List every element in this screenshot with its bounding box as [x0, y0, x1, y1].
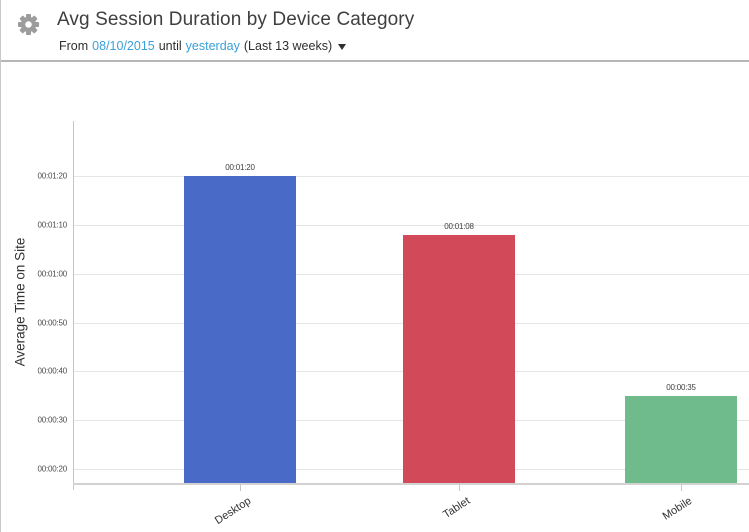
date-range-middle: until: [158, 39, 182, 53]
bar-value-label: 00:01:08: [444, 221, 474, 231]
date-range-selector[interactable]: From 08/10/2015 until yesterday (Last 13…: [59, 39, 347, 53]
header-divider: [1, 60, 749, 62]
y-axis-title: Average Time on Site: [12, 237, 28, 367]
y-gridline: [73, 176, 749, 177]
y-tick-label: 00:00:50: [37, 318, 67, 327]
x-axis-tick: [240, 483, 241, 491]
bar-value-label: 00:01:20: [225, 163, 255, 172]
bar-value-label: 00:00:35: [666, 382, 696, 392]
y-tick-label: 00:01:00: [37, 269, 67, 279]
date-range-suffix: (Last 13 weeks): [243, 39, 333, 53]
page-title: Avg Session Duration by Device Category: [57, 9, 415, 30]
y-axis-line: [72, 121, 74, 490]
date-range-prefix: From: [59, 39, 89, 53]
end-date-link[interactable]: yesterday: [185, 39, 240, 53]
caret-down-icon[interactable]: [338, 44, 347, 50]
bar-mobile[interactable]: [625, 395, 737, 484]
gear-icon[interactable]: [17, 13, 40, 36]
x-axis-tick: [681, 483, 682, 491]
y-tick-label: 00:01:10: [37, 220, 67, 230]
x-axis-label-desktop: Desktop: [212, 494, 254, 528]
y-tick-label: 00:00:30: [37, 415, 67, 425]
y-tick-label: 00:00:40: [37, 366, 67, 376]
x-axis-line: [73, 483, 749, 485]
y-tick-label: 00:00:20: [37, 464, 67, 474]
x-axis-label-tablet: Tablet: [441, 494, 473, 522]
x-axis-label-mobile: Mobile: [660, 494, 695, 523]
bar-desktop[interactable]: [184, 176, 296, 484]
start-date-link[interactable]: 08/10/2015: [92, 39, 155, 53]
bar-tablet[interactable]: [403, 234, 515, 484]
y-tick-label: 00:01:20: [37, 171, 67, 181]
y-gridline: [73, 224, 749, 226]
x-axis-tick: [459, 483, 460, 491]
